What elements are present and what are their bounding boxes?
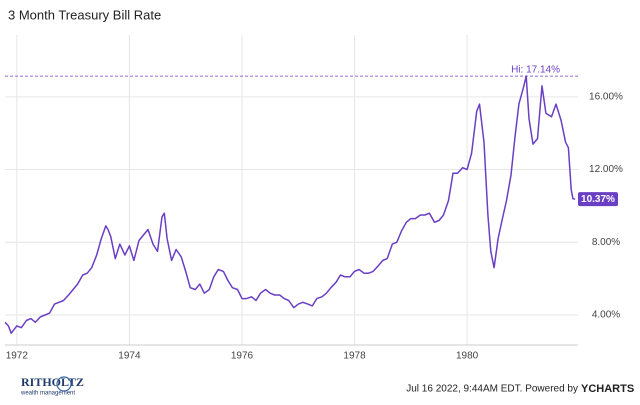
x-tick-label: 1980 [456,351,479,362]
y-tick-label: 16.00% [589,91,623,102]
x-tick-label: 1972 [6,351,29,362]
last-value-box [578,192,618,207]
x-tick-label: 1976 [231,351,254,362]
line [4,75,576,334]
high-label: Hi: 17.14% [511,65,560,76]
x-tick-label: 1978 [343,351,366,362]
logo-tagline: wealth management [20,391,75,397]
logo-name: RITHOLTZ [21,375,84,389]
footer-timestamp: Jul 16 2022, 9:44AM EDT. Powered by [406,384,578,395]
y-tick-label: 12.00% [589,164,623,175]
y-tick-label: 8.00% [592,237,620,248]
logo-mark [56,376,72,392]
x-tick-label: 1974 [118,351,141,362]
last-value-label: 10.37% [581,194,615,205]
y-tick-label: 4.00% [592,310,620,321]
chart-title: 3 Month Treasury Bill Rate [8,7,161,22]
footer-brand: YCHARTS [581,383,634,395]
